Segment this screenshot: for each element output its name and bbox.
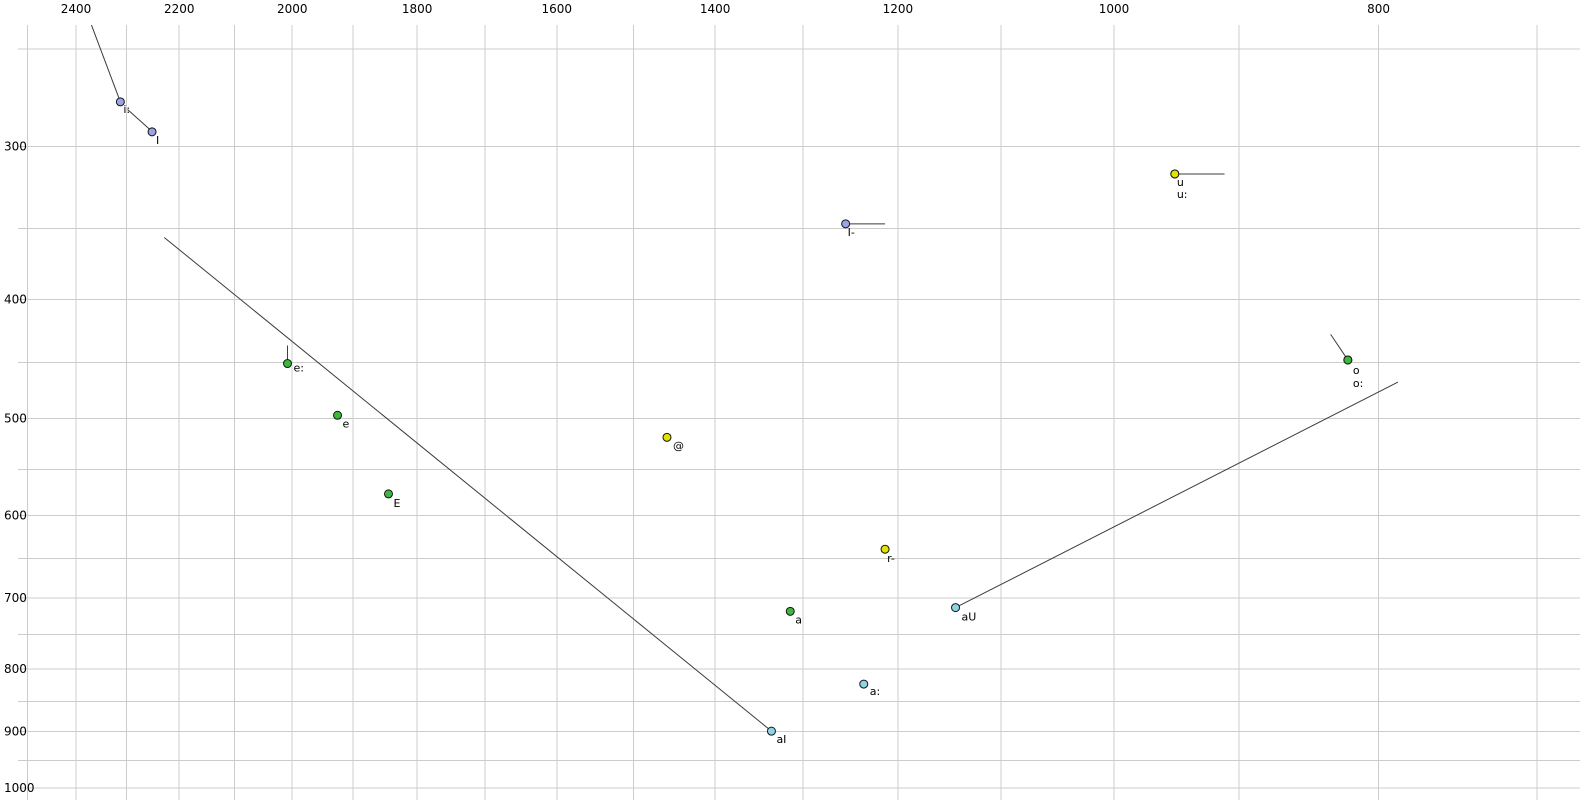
vowel-label-I-: I-: [848, 226, 855, 239]
vowel-label-@: @: [673, 439, 684, 452]
vowel-label-e: e: [343, 417, 350, 430]
vowel-label-a:: a:: [870, 685, 880, 698]
vowel-point-o:[interactable]: [1343, 355, 1353, 365]
glide-line-o:: [1330, 334, 1349, 361]
vowel-point-I[interactable]: [147, 127, 157, 137]
y-tick-label-900: 900: [4, 725, 27, 739]
vowel-label-i:: i:: [123, 103, 130, 116]
y-tick-label-700: 700: [4, 591, 27, 605]
points-layer: [115, 97, 1353, 736]
x-tick-label-1000: 1000: [1099, 2, 1130, 16]
glide-line-I: [127, 109, 151, 131]
vowel-point-aI[interactable]: [766, 726, 776, 736]
x-tick-label-800: 800: [1367, 2, 1390, 16]
vowel-point-e:[interactable]: [282, 359, 292, 369]
y-tick-label-1000: 1000: [4, 781, 35, 795]
point-labels-layer: i: Iuu: I-e: e @ Er-a aU a: aI oo:: [123, 103, 1363, 746]
vowel-label-aU: aU: [962, 611, 977, 624]
glide-line-i:: [90, 24, 121, 102]
vowel-point-u:[interactable]: [1170, 169, 1180, 179]
x-tick-label-1400: 1400: [700, 2, 731, 16]
vowel-point-I-[interactable]: [841, 219, 851, 229]
vowel-point-aU[interactable]: [951, 603, 961, 613]
vowel-point-e[interactable]: [333, 410, 343, 420]
vowel-point-E[interactable]: [383, 489, 393, 499]
grid-layer: [18, 25, 1580, 800]
vowel-point-i:[interactable]: [115, 97, 125, 107]
vowel-point-a[interactable]: [785, 606, 795, 616]
vowel-label-I: I: [156, 134, 159, 147]
vowel-label-u:: u:: [1177, 188, 1188, 201]
vowel-label-u: u: [1177, 176, 1184, 189]
vowel-point-@[interactable]: [662, 432, 672, 442]
vowel-label-a: a: [795, 613, 802, 626]
glide-line-aI: [163, 237, 772, 732]
vowel-point-r-[interactable]: [880, 544, 890, 554]
y-tick-label-800: 800: [4, 662, 27, 676]
vowel-label-e:: e:: [293, 362, 303, 375]
x-tick-label-2200: 2200: [164, 2, 195, 16]
y-tick-label-600: 600: [4, 509, 27, 523]
vowel-label-r-: r-: [887, 552, 895, 565]
vowel-label-E: E: [393, 497, 400, 510]
vowel-label-o:: o:: [1353, 377, 1363, 390]
vowel-point-a:[interactable]: [859, 679, 869, 689]
glide-layer: [90, 24, 1399, 732]
x-tick-label-2400: 2400: [61, 2, 92, 16]
vowel-label-aI: aI: [776, 733, 786, 746]
x-tick-label-1800: 1800: [402, 2, 433, 16]
x-tick-label-1200: 1200: [883, 2, 914, 16]
x-tick-label-2000: 2000: [277, 2, 308, 16]
glide-line-aU: [955, 381, 1399, 609]
y-tick-label-300: 300: [4, 139, 27, 153]
x-tick-label-1600: 1600: [541, 2, 572, 16]
axis-labels-layer: 2400 2200 2000 1800 1600 1400 1200 1000 800 300 40…: [4, 2, 1390, 795]
y-tick-label-400: 400: [4, 293, 27, 307]
y-tick-label-500: 500: [4, 411, 27, 425]
vowel-label-o: o: [1353, 364, 1360, 377]
